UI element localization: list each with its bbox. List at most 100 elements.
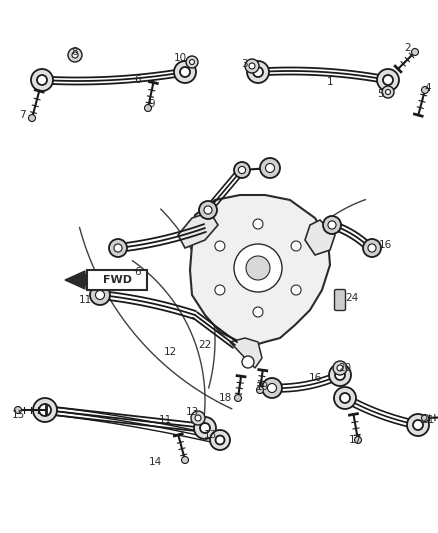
- Circle shape: [407, 414, 429, 436]
- Text: 4: 4: [425, 83, 431, 93]
- Text: 10: 10: [173, 53, 187, 63]
- Circle shape: [14, 407, 21, 414]
- Circle shape: [354, 437, 361, 443]
- Circle shape: [114, 244, 122, 252]
- Circle shape: [206, 216, 310, 320]
- Circle shape: [328, 221, 336, 229]
- Circle shape: [413, 420, 423, 430]
- Circle shape: [145, 104, 152, 111]
- Circle shape: [72, 52, 78, 58]
- Text: 11: 11: [78, 295, 92, 305]
- Circle shape: [220, 230, 296, 306]
- Circle shape: [210, 430, 230, 450]
- Circle shape: [260, 158, 280, 178]
- Circle shape: [68, 48, 82, 62]
- Text: 13: 13: [185, 407, 198, 417]
- Text: 24: 24: [346, 293, 359, 303]
- Polygon shape: [305, 220, 335, 255]
- FancyArrow shape: [65, 271, 115, 289]
- Text: 9: 9: [148, 99, 155, 109]
- Circle shape: [262, 378, 282, 398]
- Circle shape: [191, 411, 205, 425]
- Circle shape: [253, 307, 263, 317]
- Circle shape: [180, 67, 190, 77]
- Circle shape: [39, 404, 51, 416]
- Circle shape: [368, 244, 376, 252]
- Circle shape: [215, 435, 225, 445]
- Circle shape: [245, 59, 259, 73]
- Circle shape: [334, 387, 356, 409]
- Circle shape: [90, 285, 110, 305]
- Circle shape: [323, 216, 341, 234]
- Circle shape: [382, 86, 394, 98]
- Circle shape: [377, 69, 399, 91]
- Circle shape: [247, 61, 269, 83]
- Text: 11: 11: [159, 415, 172, 425]
- Circle shape: [181, 456, 188, 464]
- Text: 18: 18: [219, 393, 232, 403]
- Circle shape: [253, 67, 263, 77]
- FancyBboxPatch shape: [87, 270, 147, 290]
- Text: 22: 22: [198, 340, 212, 350]
- Circle shape: [28, 115, 35, 122]
- Polygon shape: [190, 195, 330, 345]
- Text: 20: 20: [339, 363, 352, 373]
- Circle shape: [253, 219, 263, 229]
- Text: 13: 13: [203, 430, 217, 440]
- Circle shape: [37, 75, 47, 85]
- Circle shape: [204, 206, 212, 214]
- Circle shape: [109, 239, 127, 257]
- Text: 5: 5: [377, 89, 383, 99]
- Circle shape: [337, 365, 343, 371]
- Circle shape: [257, 386, 264, 393]
- Circle shape: [291, 241, 301, 251]
- Text: 7: 7: [19, 110, 25, 120]
- Text: 21: 21: [421, 415, 434, 425]
- Circle shape: [234, 162, 250, 178]
- Circle shape: [242, 356, 254, 368]
- Text: 12: 12: [163, 347, 177, 357]
- Circle shape: [411, 49, 418, 55]
- Circle shape: [340, 393, 350, 403]
- Circle shape: [31, 69, 53, 91]
- Circle shape: [246, 256, 270, 280]
- Circle shape: [385, 90, 391, 94]
- Circle shape: [238, 166, 246, 174]
- Circle shape: [363, 239, 381, 257]
- Text: 8: 8: [72, 47, 78, 57]
- Circle shape: [234, 394, 241, 401]
- Circle shape: [215, 285, 225, 295]
- Circle shape: [200, 423, 210, 433]
- Circle shape: [383, 75, 393, 85]
- Circle shape: [335, 370, 345, 380]
- Circle shape: [33, 398, 57, 422]
- Text: 19: 19: [255, 382, 268, 392]
- Circle shape: [421, 86, 428, 93]
- Circle shape: [268, 384, 276, 392]
- Circle shape: [199, 201, 217, 219]
- Circle shape: [95, 290, 105, 300]
- Circle shape: [249, 63, 255, 69]
- Circle shape: [234, 244, 282, 292]
- Text: 16: 16: [378, 240, 392, 250]
- Circle shape: [421, 415, 428, 422]
- Text: 6: 6: [135, 267, 141, 277]
- Text: 6: 6: [135, 75, 141, 85]
- Polygon shape: [230, 338, 262, 368]
- Circle shape: [190, 60, 194, 64]
- Circle shape: [195, 415, 201, 421]
- Circle shape: [329, 364, 351, 386]
- Text: 16: 16: [308, 373, 321, 383]
- Circle shape: [291, 285, 301, 295]
- FancyBboxPatch shape: [335, 289, 346, 311]
- Circle shape: [174, 61, 196, 83]
- Text: 17: 17: [348, 435, 362, 445]
- Circle shape: [265, 164, 275, 173]
- Circle shape: [186, 56, 198, 68]
- Circle shape: [215, 241, 225, 251]
- Text: FWD: FWD: [102, 275, 131, 285]
- Circle shape: [194, 417, 216, 439]
- Circle shape: [333, 361, 347, 375]
- Text: 2: 2: [405, 43, 411, 53]
- Text: 1: 1: [327, 77, 333, 87]
